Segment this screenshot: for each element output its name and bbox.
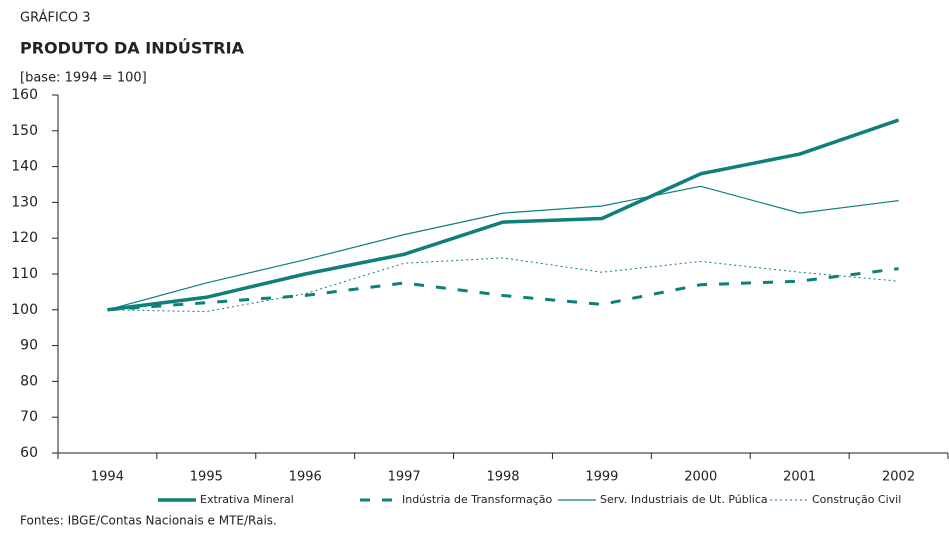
chart-kicker: GRÁFICO 3 [20,10,91,26]
x-tick-label: 1999 [585,470,618,485]
y-tick-label: 130 [11,194,38,210]
x-tick-label: 2000 [684,470,717,485]
series-line [107,118,900,312]
y-tick-label: 140 [11,159,38,175]
y-tick-label: 70 [20,409,38,425]
series-line [107,185,899,311]
y-tick-label: 150 [11,123,38,139]
legend-label: Extrativa Mineral [200,493,294,506]
legend-label: Indústria de Transformação [402,493,553,506]
x-tick-label: 1996 [289,470,322,485]
chart-source: Fontes: IBGE/Contas Nacionais e MTE/Rais… [20,514,277,528]
chart-subtitle: [base: 1994 = 100] [20,71,147,86]
y-tick-label: 90 [20,338,38,354]
legend-label: Construção Civil [812,493,901,506]
x-tick-label: 2002 [882,470,915,485]
y-tick-label: 100 [11,302,38,318]
y-tick-label: 80 [20,373,38,389]
x-tick-label: 1997 [388,470,421,485]
y-tick-label: 120 [11,230,38,246]
x-tick-label: 1995 [190,470,223,485]
x-tick-label: 1994 [91,470,124,485]
legend-label: Serv. Industriais de Ut. Pública [600,493,768,506]
y-tick-label: 110 [11,266,38,282]
series-line [107,267,899,312]
x-tick-label: 1998 [486,470,519,485]
series-line [107,257,899,313]
y-tick-label: 160 [11,87,38,103]
y-tick-label: 60 [20,445,38,461]
x-tick-label: 2001 [783,470,816,485]
chart-title: PRODUTO DA INDÚSTRIA [20,39,245,58]
